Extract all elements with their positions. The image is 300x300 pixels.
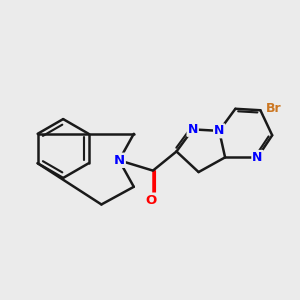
Text: O: O — [146, 194, 157, 207]
Text: N: N — [214, 124, 224, 137]
Text: N: N — [113, 154, 124, 167]
Text: N: N — [188, 123, 198, 136]
Text: N: N — [252, 151, 263, 164]
Text: N: N — [113, 154, 124, 167]
Text: Br: Br — [266, 102, 281, 115]
